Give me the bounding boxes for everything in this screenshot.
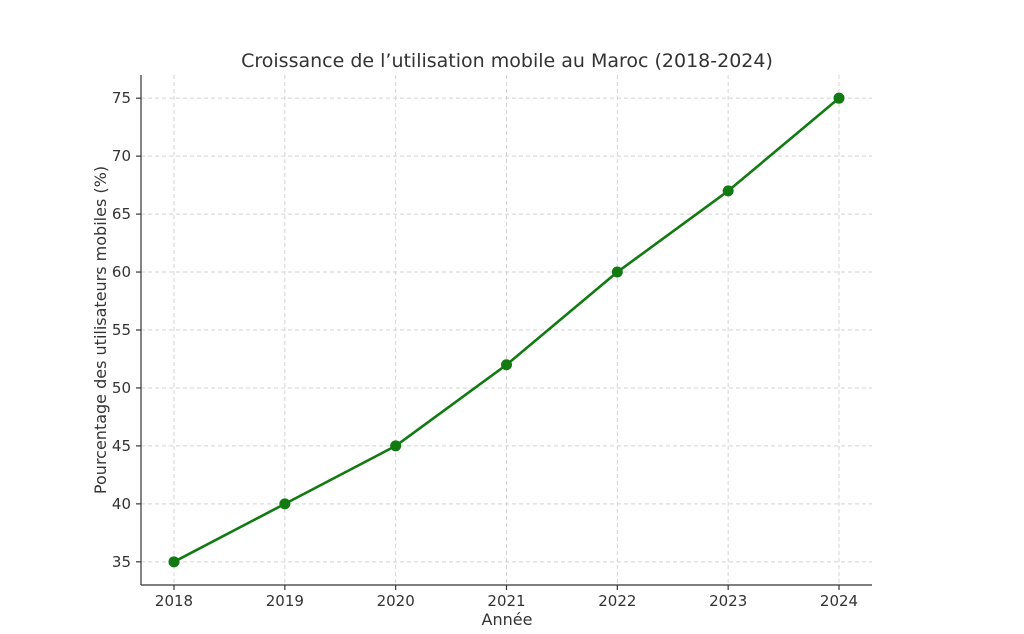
data-point [279, 498, 291, 510]
y-tick-label: 65 [112, 205, 131, 223]
x-tick-label: 2019 [266, 592, 304, 610]
x-tick-label: 2024 [820, 592, 858, 610]
x-tick-label: 2021 [487, 592, 525, 610]
y-tick-label: 40 [112, 495, 131, 513]
y-tick-label: 45 [112, 437, 131, 455]
y-tick-label: 50 [112, 379, 131, 397]
y-tick-label: 70 [112, 147, 131, 165]
data-point [722, 185, 734, 197]
data-point [390, 440, 402, 452]
chart-title: Croissance de l’utilisation mobile au Ma… [241, 50, 773, 72]
data-point [611, 266, 623, 278]
data-point [168, 556, 180, 568]
x-tick-label: 2020 [377, 592, 415, 610]
y-tick-label: 75 [112, 89, 131, 107]
grid [141, 75, 872, 585]
data-point [833, 92, 845, 104]
data-point [501, 359, 512, 371]
y-tick-label: 55 [112, 321, 131, 339]
axes: 35 40 45 50 55 60 65 70 75 2018 2019 2020 2021 2022 20… [112, 75, 872, 610]
x-tick-label: 2023 [709, 592, 747, 610]
x-tick-label: 2022 [598, 592, 636, 610]
x-tick-label: 2018 [155, 592, 193, 610]
x-axis-title: Année [482, 610, 533, 629]
y-tick-label: 60 [112, 263, 131, 281]
y-tick-label: 35 [112, 553, 131, 571]
labels: Croissance de l’utilisation mobile au Ma… [91, 50, 773, 629]
series-layer [168, 92, 845, 568]
y-axis-title: Pourcentage des utilisateurs mobiles (%) [91, 166, 110, 494]
